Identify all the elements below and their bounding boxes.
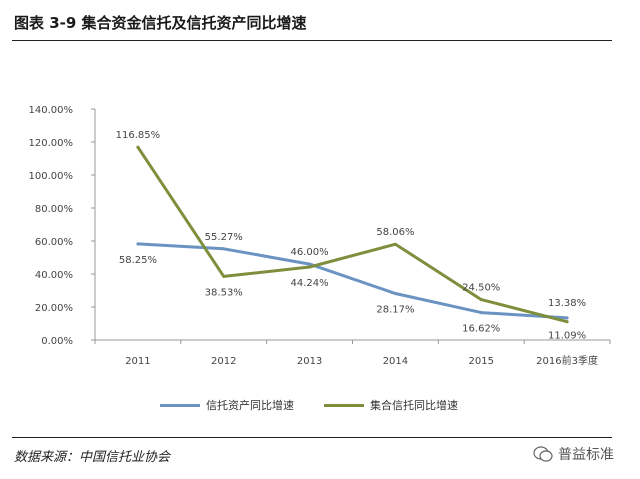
line-chart: 0.00% 20.00% 40.00% 60.00% 80.00% 100.00% 120.… xyxy=(29,105,611,367)
legend-swatch-series-a xyxy=(160,403,200,407)
title-divider xyxy=(12,40,612,41)
series-line-1 xyxy=(136,242,569,320)
data-source-note: 数据来源：中国信托业协会 xyxy=(14,450,171,465)
data-point xyxy=(393,242,397,246)
watermark: 普益标准 xyxy=(533,444,614,464)
chart-title: 图表 3-9 集合资金信托及信托资产同比增速 xyxy=(14,14,307,32)
x-tick-label: 2013 xyxy=(297,356,322,367)
y-tick-label: 20.00% xyxy=(35,303,73,314)
legend-item-series-b: 集合信托同比增速 xyxy=(324,397,458,413)
y-tick-label: 80.00% xyxy=(35,204,73,215)
data-label: 44.24% xyxy=(291,278,329,289)
data-point xyxy=(308,262,312,266)
y-tick-label: 60.00% xyxy=(35,237,73,248)
data-point xyxy=(222,274,226,278)
wechat-icon xyxy=(533,446,553,462)
data-point xyxy=(136,242,140,246)
data-label: 16.62% xyxy=(462,324,500,335)
data-label: 55.27% xyxy=(205,232,243,243)
data-point xyxy=(308,265,312,269)
data-label: 28.17% xyxy=(376,305,414,316)
data-point xyxy=(479,298,483,302)
data-point xyxy=(136,145,140,149)
data-label: 38.53% xyxy=(205,287,243,298)
x-tick-label: 2011 xyxy=(125,356,150,367)
data-label: 58.25% xyxy=(119,255,157,266)
data-point xyxy=(393,292,397,296)
x-tick-label: 2015 xyxy=(469,356,494,367)
x-tick-label: 2014 xyxy=(383,356,408,367)
data-label: 58.06% xyxy=(376,227,414,238)
y-tick-label: 40.00% xyxy=(35,270,73,281)
x-tick-label: 2012 xyxy=(211,356,236,367)
x-tick-label: 2016前3季度 xyxy=(536,354,598,367)
legend-label-series-a: 信托资产同比增速 xyxy=(206,399,294,412)
data-label: 46.00% xyxy=(291,247,329,258)
series-line-2 xyxy=(136,145,569,324)
legend-item-series-a: 信托资产同比增速 xyxy=(160,397,294,413)
y-tick-label: 0.00% xyxy=(41,336,73,347)
data-label: 11.09% xyxy=(548,331,586,342)
footer-divider xyxy=(12,437,612,438)
data-label: 13.38% xyxy=(548,298,586,309)
data-label: 116.85% xyxy=(116,130,161,141)
legend-swatch-series-b xyxy=(324,403,364,407)
data-point xyxy=(565,316,569,320)
data-point xyxy=(222,247,226,251)
data-label: 24.50% xyxy=(462,283,500,294)
data-point xyxy=(479,311,483,315)
y-tick-label: 140.00% xyxy=(29,105,74,116)
chart-legend: 信托资产同比增速 集合信托同比增速 xyxy=(160,397,458,413)
y-tick-label: 100.00% xyxy=(29,171,74,182)
data-point xyxy=(565,320,569,324)
y-tick-label: 120.00% xyxy=(29,138,74,149)
legend-label-series-b: 集合信托同比增速 xyxy=(370,399,458,412)
watermark-text: 普益标准 xyxy=(558,447,614,463)
